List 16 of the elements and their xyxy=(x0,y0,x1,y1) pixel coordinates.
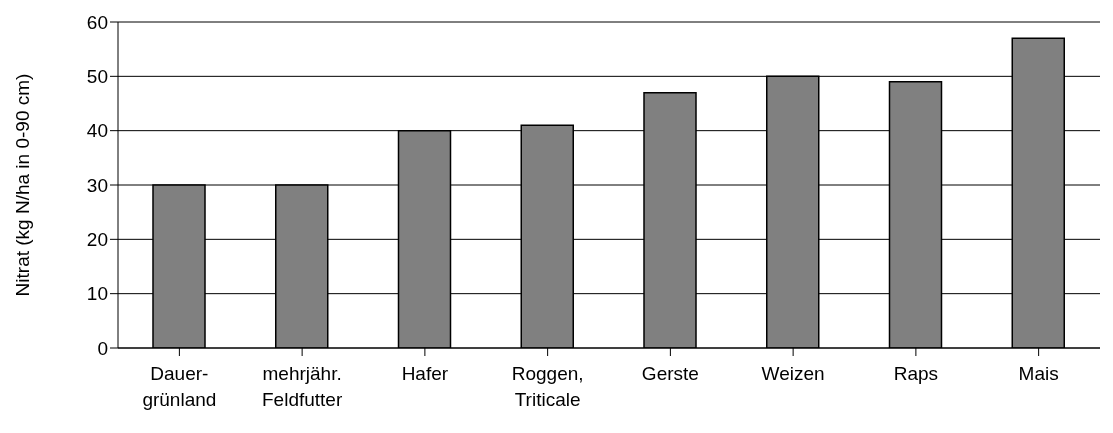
y-tick-label: 50 xyxy=(86,66,108,88)
y-tick-label: 60 xyxy=(86,11,108,33)
x-tick-label: Mais xyxy=(1018,363,1059,384)
y-tick-label: 20 xyxy=(86,229,108,251)
y-axis-title: Nitrat (kg N/ha in 0-90 cm) xyxy=(11,73,33,297)
x-tick-label: Raps xyxy=(893,363,939,384)
x-tick-label: Hafer xyxy=(401,363,449,384)
x-tick-label: Weizen xyxy=(761,363,825,384)
y-tick-label: 40 xyxy=(86,120,108,142)
y-tick-label: 30 xyxy=(86,174,108,196)
y-tick-label: 0 xyxy=(97,337,108,359)
x-tick-label: mehrjähr. Feldfutter xyxy=(261,363,343,410)
x-tick-label: Roggen, Triticale xyxy=(511,363,584,410)
x-tick-label: Gerste xyxy=(641,363,699,384)
x-tick-label: Dauer- grünland xyxy=(142,363,217,410)
y-tick-label: 10 xyxy=(86,283,108,305)
